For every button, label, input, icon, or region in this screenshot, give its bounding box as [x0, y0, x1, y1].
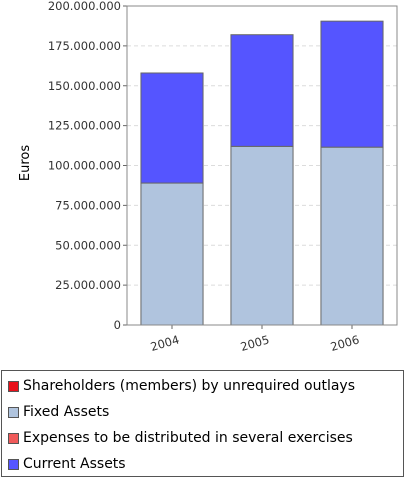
chart: 0 25.000.000 50.000.000 75.000.000 100.000.0… [18, 0, 398, 354]
axes [123, 5, 398, 329]
bar-fixed-assets-2005 [230, 145, 294, 326]
bar-fixed-assets-2006 [320, 146, 384, 326]
legend-swatch-expenses [8, 432, 19, 444]
y-tick-label: 200.000.000 [48, 0, 121, 13]
y-tick-label: 125.000.000 [48, 119, 121, 133]
legend-label-shareholders: Shareholders (members) by unrequired out… [23, 378, 355, 394]
y-tick-labels: 0 25.000.000 50.000.000 75.000.000 100.000.0… [48, 0, 121, 332]
y-tick-label: 25.000.000 [55, 278, 121, 292]
y-tick-label: 100.000.000 [48, 159, 121, 173]
legend-swatch-shareholders [8, 380, 19, 392]
y-axis-title: Euros [18, 145, 33, 181]
bar-fixed-assets-2004 [140, 182, 204, 326]
x-tick-label: 2004 [149, 332, 181, 354]
legend-item-expenses: Expenses to be distributed in several ex… [8, 426, 353, 450]
legend-item-shareholders: Shareholders (members) by unrequired out… [8, 374, 355, 398]
y-tick-label: 175.000.000 [48, 39, 121, 53]
legend-label-fixed-assets: Fixed Assets [23, 404, 110, 420]
legend: Shareholders (members) by unrequired out… [1, 370, 404, 477]
x-tick-labels: 2004 2005 2006 [149, 332, 361, 354]
bars [140, 20, 384, 326]
bar-current-assets-2005 [230, 34, 294, 147]
legend-swatch-fixed-assets [8, 406, 19, 418]
plot-frame [126, 5, 398, 326]
bar-current-assets-2004 [140, 72, 204, 184]
y-tick-label: 75.000.000 [55, 198, 121, 212]
y-tick-label: 150.000.000 [48, 79, 121, 93]
legend-swatch-current-assets [8, 458, 19, 470]
legend-item-fixed-assets: Fixed Assets [8, 400, 109, 424]
y-tick-label: 0 [114, 318, 121, 332]
legend-label-current-assets: Current Assets [23, 456, 126, 472]
x-tick-label: 2005 [239, 332, 271, 354]
bar-current-assets-2006 [320, 20, 384, 148]
legend-item-current-assets: Current Assets [8, 452, 126, 476]
x-tick-label: 2006 [329, 332, 361, 354]
y-tick-label: 50.000.000 [55, 238, 121, 252]
legend-label-expenses: Expenses to be distributed in several ex… [23, 430, 353, 446]
